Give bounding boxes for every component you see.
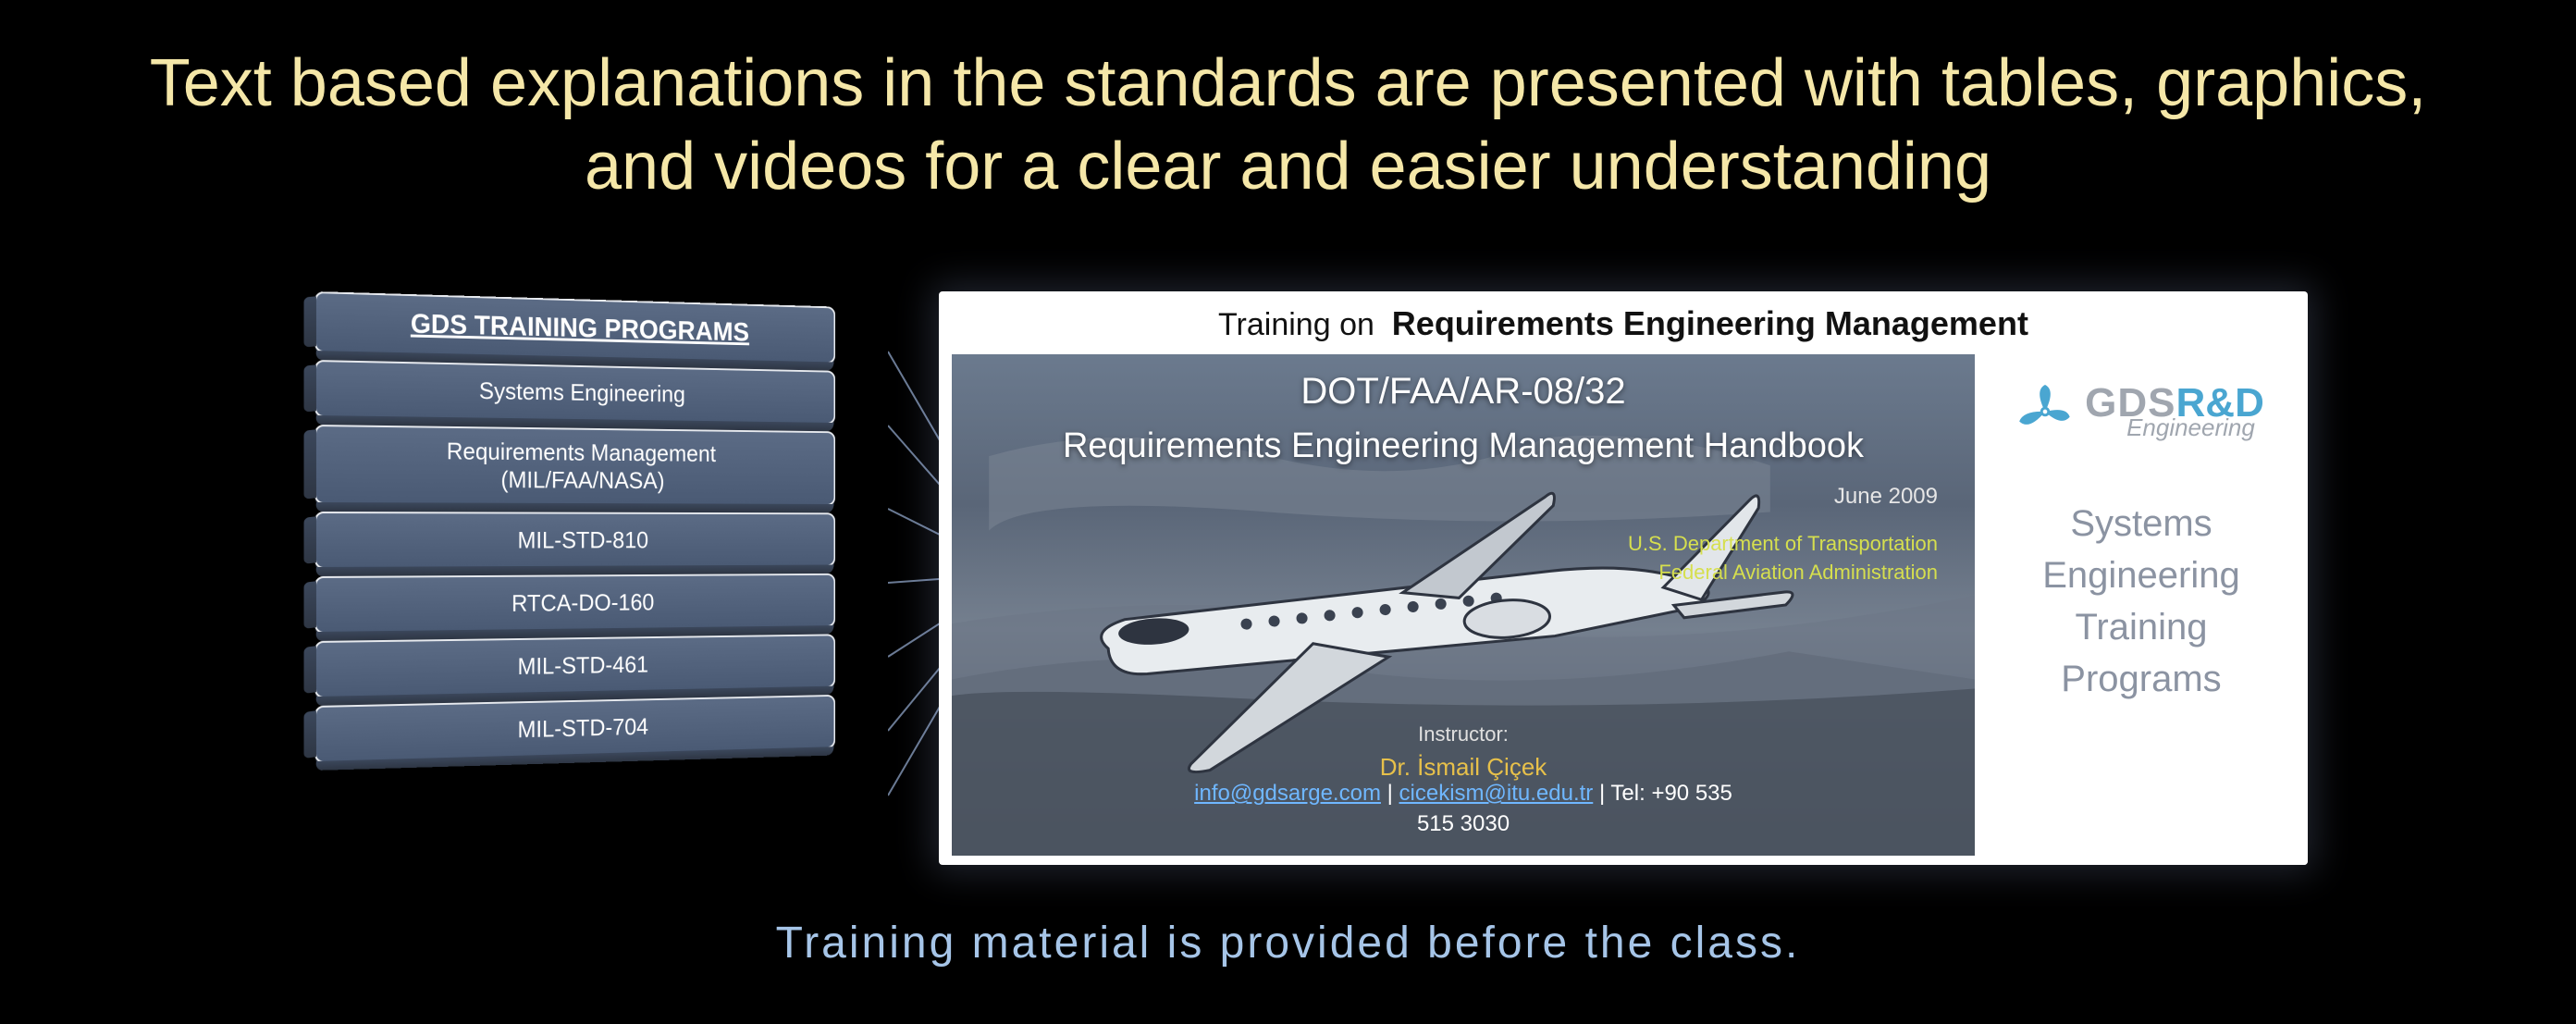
- stack-header: GDS TRAINING PROGRAMS: [314, 291, 835, 364]
- stack-item-mil-std-461: MIL-STD-461: [314, 635, 835, 699]
- card-header: Training on Requirements Engineering Man…: [939, 291, 2308, 354]
- card-body: DOT/FAA/AR-08/32 Requirements Engineerin…: [939, 354, 2308, 865]
- contact-tel-label: Tel: +90 535: [1610, 781, 1732, 806]
- hero-agency-line1: U.S. Department of Transportation: [1628, 532, 1938, 555]
- hero-doc-id: DOT/FAA/AR-08/32: [952, 371, 1975, 413]
- instructor-label: Instructor:: [952, 722, 1975, 746]
- stack-item-systems-engineering: Systems Engineering: [314, 360, 835, 425]
- hero-date: June 2009: [1834, 484, 1938, 510]
- contact-email-2[interactable]: cicekism@itu.edu.tr: [1399, 781, 1594, 806]
- headline-text: Text based explanations in the standards…: [0, 42, 2576, 208]
- sidebar-caption-l3: Training: [2075, 607, 2207, 648]
- logo-text-wrap: GDSR&D Engineering: [2085, 380, 2264, 442]
- sidebar-caption-l2: Engineering: [2042, 555, 2240, 596]
- contact-email-1[interactable]: info@gdsarge.com: [1194, 781, 1381, 806]
- slide-canvas: Text based explanations in the standards…: [0, 0, 2576, 1024]
- hero-title: Requirements Engineering Management Hand…: [952, 426, 1975, 466]
- hero-agency-line2: Federal Aviation Administration: [1658, 561, 1938, 584]
- training-card: Training on Requirements Engineering Man…: [939, 291, 2308, 865]
- footline-text: Training material is provided before the…: [0, 918, 2576, 968]
- card-sidebar: GDSR&D Engineering Systems Engineering T…: [1975, 354, 2308, 865]
- sidebar-caption: Systems Engineering Training Programs: [2042, 498, 2240, 705]
- contact-sep-1: |: [1387, 781, 1399, 806]
- logo-row: GDSR&D Engineering: [2018, 380, 2264, 442]
- propeller-icon: [2018, 385, 2072, 438]
- card-header-prefix: Training on: [1218, 307, 1374, 342]
- program-stack: GDS TRAINING PROGRAMS Systems Engineerin…: [314, 291, 835, 771]
- stack-item-mil-std-810: MIL-STD-810: [314, 512, 835, 569]
- stack-item-mil-std-704: MIL-STD-704: [314, 695, 835, 763]
- card-header-bold: Requirements Engineering Management: [1392, 304, 2028, 342]
- stack-item-rtca-do-160: RTCA-DO-160: [314, 574, 835, 634]
- sidebar-caption-l1: Systems: [2070, 503, 2212, 544]
- sidebar-caption-l4: Programs: [2061, 659, 2221, 699]
- instructor-contact: info@gdsarge.com | cicekism@itu.edu.tr |…: [952, 779, 1975, 839]
- hero-panel: DOT/FAA/AR-08/32 Requirements Engineerin…: [952, 354, 1975, 856]
- contact-tel-rest: 515 3030: [1417, 811, 1510, 836]
- instructor-name: Dr. İsmail Çiçek: [952, 753, 1975, 782]
- contact-sep-2: |: [1599, 781, 1610, 806]
- stack-item-requirements-management: Requirements Management(MIL/FAA/NASA): [314, 425, 835, 506]
- hero-agency: U.S. Department of Transportation Federa…: [1628, 530, 1938, 587]
